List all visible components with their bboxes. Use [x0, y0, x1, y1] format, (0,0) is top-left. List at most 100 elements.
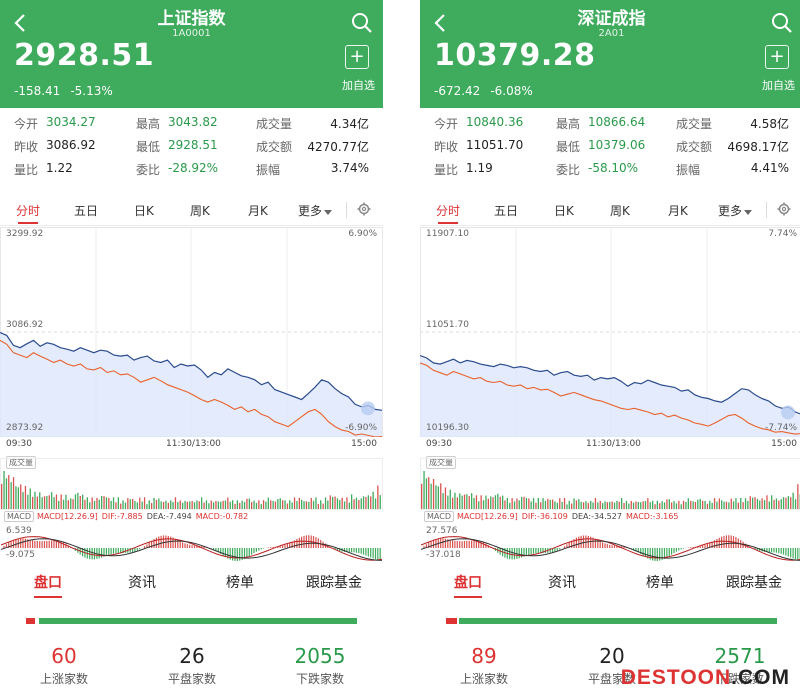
macd-bar — [177, 539, 179, 548]
tab-detail[interactable]: 盘口 — [454, 572, 482, 598]
macd-bar — [374, 548, 377, 560]
volume-bar — [243, 501, 246, 509]
volume-dropdown[interactable]: 成交量 — [6, 456, 36, 469]
tab-period[interactable]: 五日 — [494, 204, 519, 218]
macd-bar — [447, 539, 449, 548]
volume-bar — [372, 491, 374, 509]
volume-bar — [652, 500, 654, 509]
volume-bar — [10, 482, 12, 509]
macd-bar — [241, 548, 243, 560]
tab-detail[interactable]: 盘口 — [34, 572, 62, 598]
macd-bar — [606, 544, 608, 548]
gear-icon[interactable] — [777, 202, 791, 216]
volume-bar — [566, 504, 568, 509]
add-watchlist-label[interactable]: 加自选 — [342, 79, 375, 92]
macd-bar — [229, 548, 231, 560]
volume-bar — [351, 494, 353, 509]
volume-bar — [787, 496, 789, 509]
volume-bar — [158, 498, 160, 509]
stats-row: 昨收 3086.92 最低 2928.51 成交额 4270.77亿 — [0, 138, 383, 160]
tab-period[interactable]: 周K — [610, 204, 630, 218]
volume-bar — [544, 500, 547, 509]
volume-bar — [270, 500, 272, 509]
macd-bar — [232, 548, 234, 561]
macd-bar — [466, 540, 468, 548]
add-watchlist-button[interactable]: + — [765, 45, 789, 69]
volume-bar — [582, 502, 585, 509]
stat-value: 1.22 — [46, 161, 73, 175]
volume-bar — [492, 497, 494, 509]
macd-bar — [248, 548, 250, 557]
macd-dropdown[interactable]: MACD — [4, 511, 34, 522]
intraday-chart[interactable]: 11907.10 11051.70 10196.30 7.74% -7.74% — [420, 227, 800, 437]
tab-detail[interactable]: 资讯 — [548, 575, 576, 591]
add-watchlist-label[interactable]: 加自选 — [762, 79, 795, 92]
macd-bar — [110, 548, 112, 555]
tab-period[interactable]: 五日 — [74, 204, 99, 218]
volume-dropdown[interactable]: 成交量 — [426, 456, 456, 469]
tab-detail[interactable]: 跟踪基金 — [306, 575, 362, 591]
macd-bar — [773, 548, 775, 553]
flat-count-label: 平盘家数 — [167, 672, 216, 686]
tab-period[interactable]: 分时 — [436, 204, 461, 224]
intraday-chart[interactable]: 3299.92 3086.92 2873.92 6.90% -6.90% — [0, 227, 383, 437]
macd-axis-top: 6.539 — [6, 526, 32, 536]
panel-gap — [383, 0, 420, 698]
search-icon[interactable] — [351, 12, 373, 34]
volume-bar — [740, 498, 742, 509]
macd-bar — [260, 548, 262, 550]
macd-bar — [623, 546, 625, 548]
advance-count: 89 上涨家数 — [434, 644, 534, 687]
macd-bar — [575, 537, 577, 548]
tab-period[interactable]: 更多 — [298, 204, 323, 218]
macd-bar — [203, 546, 205, 548]
tab-detail[interactable]: 榜单 — [226, 575, 254, 591]
y-axis-pct-label: -6.90% — [345, 423, 377, 433]
add-watchlist-button[interactable]: + — [345, 45, 369, 69]
stat-value: 4.34亿 — [330, 117, 369, 131]
tab-period[interactable]: 月K — [668, 204, 688, 218]
volume-bar — [659, 503, 661, 509]
volume-bar — [513, 501, 516, 509]
macd-bar — [193, 545, 196, 548]
volume-bar — [721, 500, 723, 509]
volume-bar — [29, 488, 31, 509]
macd-bar — [580, 535, 582, 548]
macd-bar — [379, 548, 381, 560]
tab-period[interactable]: 日K — [134, 204, 154, 218]
back-arrow-icon[interactable] — [12, 12, 28, 34]
tab-period[interactable]: 更多 — [718, 204, 743, 218]
volume-bar — [172, 502, 174, 509]
macd-axis-bottom: -9.075 — [6, 550, 36, 560]
tab-detail[interactable]: 榜单 — [646, 575, 674, 591]
macd-bar — [358, 548, 360, 554]
tab-detail[interactable]: 资讯 — [128, 575, 156, 591]
volume-bar — [461, 495, 463, 509]
volume-bar — [790, 497, 792, 509]
stats-row: 昨收 11051.70 最低 10379.06 成交额 4698.17亿 — [420, 138, 800, 160]
back-arrow-icon[interactable] — [432, 12, 448, 34]
tab-period[interactable]: 日K — [554, 204, 574, 218]
macd-bar — [55, 540, 57, 548]
stat-label: 昨收 — [434, 140, 459, 154]
tab-period[interactable]: 月K — [248, 204, 268, 218]
macd-bar — [637, 548, 639, 553]
tab-period[interactable]: 分时 — [16, 204, 41, 224]
macd-bar — [246, 548, 248, 558]
macd-bar — [170, 536, 172, 548]
tab-detail[interactable]: 跟踪基金 — [726, 575, 782, 591]
volume-bar — [490, 496, 492, 509]
volume-bar — [542, 498, 544, 509]
macd-bar — [487, 545, 489, 548]
macd-dropdown[interactable]: MACD — [424, 511, 454, 522]
gear-icon[interactable] — [357, 202, 371, 216]
volume-bar — [98, 499, 100, 509]
search-icon[interactable] — [771, 12, 793, 34]
volume-bar — [336, 498, 339, 509]
macd-bar — [768, 548, 770, 553]
tab-period[interactable]: 周K — [190, 204, 210, 218]
stat-value: 3034.27 — [46, 115, 96, 129]
volume-bar — [93, 501, 96, 509]
stat-label: 振幅 — [256, 163, 281, 177]
volume-bar — [12, 477, 15, 509]
